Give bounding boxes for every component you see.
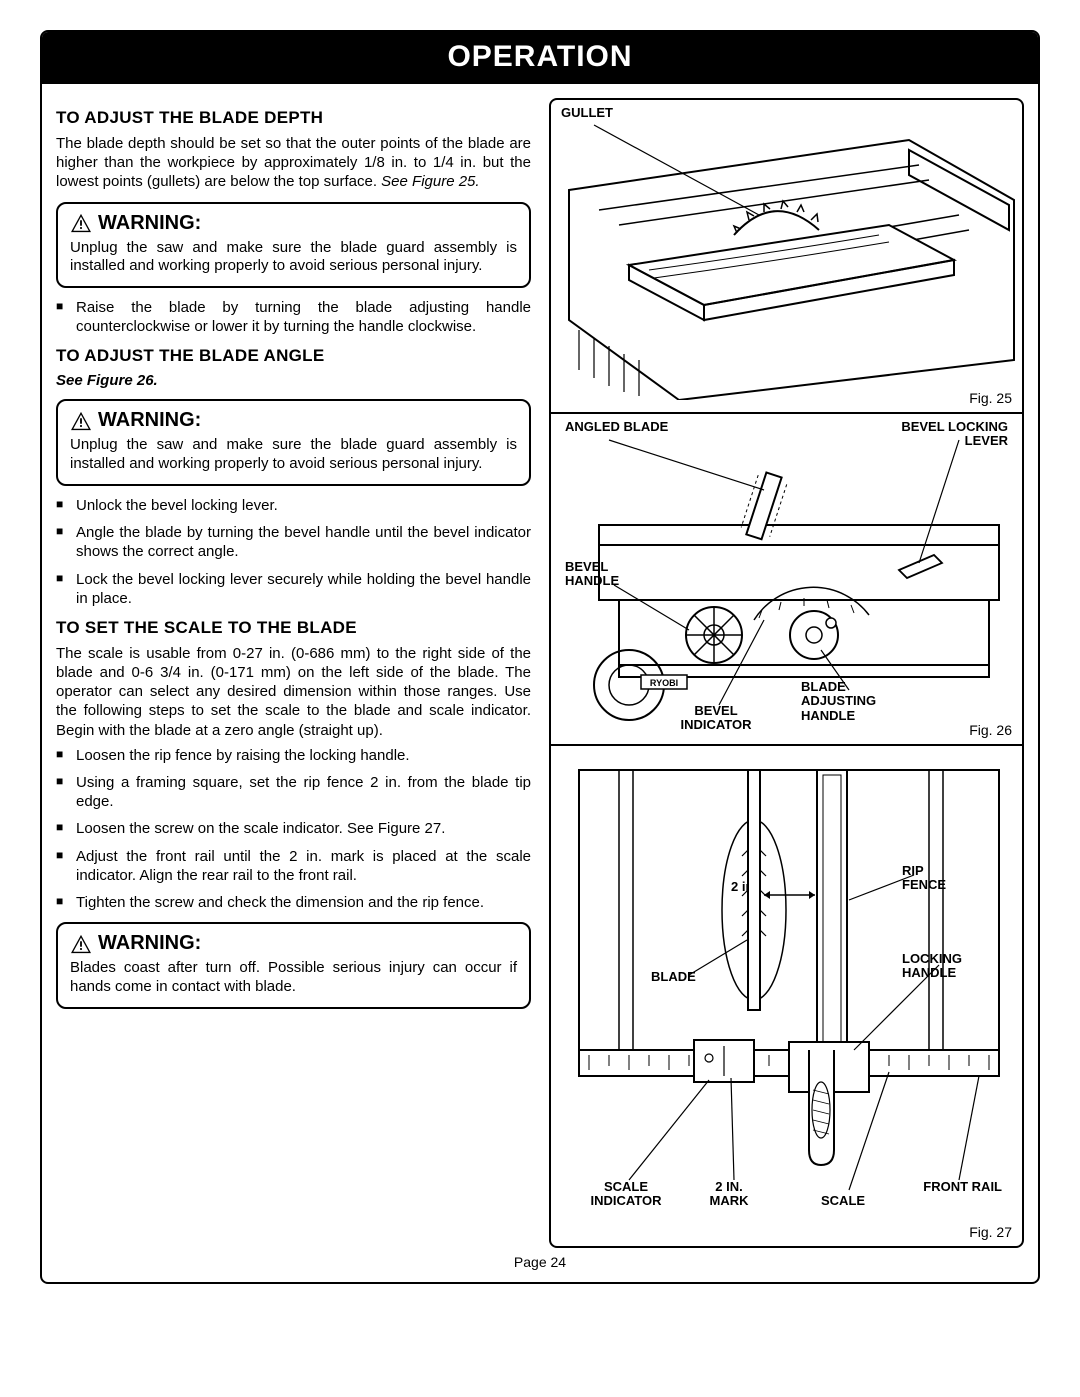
heading-blade-angle: TO ADJUST THE BLADE ANGLE — [56, 346, 531, 366]
warning-box-2: WARNING: Unplug the saw and make sure th… — [56, 399, 531, 486]
warning-box-1: WARNING: Unplug the saw and make sure th… — [56, 202, 531, 289]
bullet-scale-4: Adjust the front rail until the 2 in. ma… — [56, 847, 531, 885]
warning-box-3: WARNING: Blades coast after turn off. Po… — [56, 922, 531, 1009]
warning-label-2: WARNING: — [98, 409, 201, 432]
warning-text-1: Unplug the saw and make sure the blade g… — [70, 239, 517, 277]
warning-text-2: Unplug the saw and make sure the blade g… — [70, 436, 517, 474]
callout-angled-blade: ANGLED BLADE — [565, 420, 668, 434]
fig27-label: Fig. 27 — [969, 1224, 1012, 1240]
para-set-scale: The scale is usable from 0-27 in. (0-686… — [56, 644, 531, 740]
content-columns: TO ADJUST THE BLADE DEPTH The blade dept… — [42, 98, 1038, 1248]
diagram-fig25 — [559, 120, 1019, 400]
warning-label-1: WARNING: — [98, 212, 201, 235]
left-column: TO ADJUST THE BLADE DEPTH The blade dept… — [56, 98, 531, 1248]
warning-icon — [70, 934, 92, 954]
warning-icon — [70, 411, 92, 431]
divider-2 — [551, 744, 1022, 746]
ref-fig25: See Figure 25. — [381, 173, 479, 190]
bullet-angle-1: Unlock the bevel locking lever. — [56, 496, 531, 515]
page-frame: OPERATION TO ADJUST THE BLADE DEPTH The … — [40, 30, 1040, 1284]
heading-blade-depth: TO ADJUST THE BLADE DEPTH — [56, 108, 531, 128]
brand-label: RYOBI — [650, 678, 678, 688]
warning-label-3: WARNING: — [98, 932, 201, 955]
warning-title-3: WARNING: — [70, 932, 517, 955]
bullet-scale-3: Loosen the screw on the scale indicator.… — [56, 819, 531, 838]
figure-frame: GULLET — [549, 98, 1024, 1248]
page-title: OPERATION — [447, 40, 632, 73]
warning-title-2: WARNING: — [70, 409, 517, 432]
warning-icon — [70, 213, 92, 233]
diagram-fig27 — [559, 750, 1019, 1240]
bullets-blade-depth: Raise the blade by turning the blade adj… — [56, 298, 531, 336]
bullet-scale-3-ref: See Figure 27. — [347, 820, 445, 837]
bullet-scale-1: Loosen the rip fence by raising the lock… — [56, 746, 531, 765]
callout-gullet: GULLET — [561, 106, 613, 120]
diagram-fig26: RYOBI — [559, 435, 1019, 735]
ref-fig26: See Figure 26. — [56, 372, 531, 389]
heading-set-scale: TO SET THE SCALE TO THE BLADE — [56, 618, 531, 638]
bullet-angle-2: Angle the blade by turning the bevel han… — [56, 523, 531, 561]
fig25-label: Fig. 25 — [969, 390, 1012, 406]
right-column: GULLET — [549, 98, 1024, 1248]
bullet-scale-5: Tighten the screw and check the dimensio… — [56, 893, 531, 912]
warning-title-1: WARNING: — [70, 212, 517, 235]
page-number: Page 24 — [42, 1254, 1038, 1270]
bullet-depth-1: Raise the blade by turning the blade adj… — [56, 298, 531, 336]
bullet-scale-2: Using a framing square, set the rip fenc… — [56, 773, 531, 811]
bullets-blade-angle: Unlock the bevel locking lever. Angle th… — [56, 496, 531, 608]
bullet-scale-3-text: Loosen the screw on the scale indicator. — [76, 820, 343, 837]
fig26-label: Fig. 26 — [969, 722, 1012, 738]
para-blade-depth: The blade depth should be set so that th… — [56, 134, 531, 192]
bullets-set-scale: Loosen the rip fence by raising the lock… — [56, 746, 531, 912]
bullet-angle-3: Lock the bevel locking lever securely wh… — [56, 570, 531, 608]
page-title-bar: OPERATION — [42, 32, 1038, 84]
divider-1 — [551, 412, 1022, 414]
warning-text-3: Blades coast after turn off. Possible se… — [70, 959, 517, 997]
